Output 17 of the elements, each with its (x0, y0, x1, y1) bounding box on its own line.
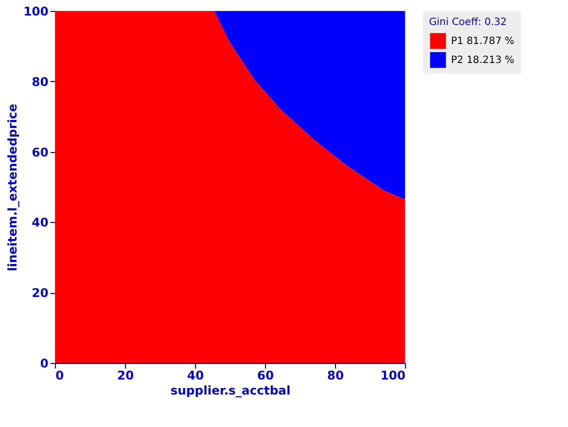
x-tick-label: 100 (380, 368, 406, 382)
y-tick-label: 40 (32, 216, 48, 230)
y-tick-label: 20 (32, 286, 48, 300)
y-tick-label: 80 (32, 74, 48, 89)
x-tick-label: 0 (56, 368, 64, 382)
x-tick-label: 80 (327, 368, 344, 382)
legend-label: P2 18.213 % (451, 55, 514, 66)
y-axis-title: lineitem.l_extendedprice (5, 104, 20, 272)
x-tick-label: 40 (187, 368, 204, 382)
y-tick-label: 60 (32, 145, 48, 160)
x-tick-label: 20 (117, 368, 134, 382)
x-axis-title: supplier.s_acctbal (170, 384, 290, 398)
y-tick-label: 0 (40, 356, 48, 370)
x-tick-label: 60 (257, 368, 274, 382)
legend-title: Gini Coeff: 0.32 (429, 17, 507, 28)
y-tick-label: 100 (23, 4, 48, 18)
legend-label: P1 81.787 % (451, 36, 514, 47)
